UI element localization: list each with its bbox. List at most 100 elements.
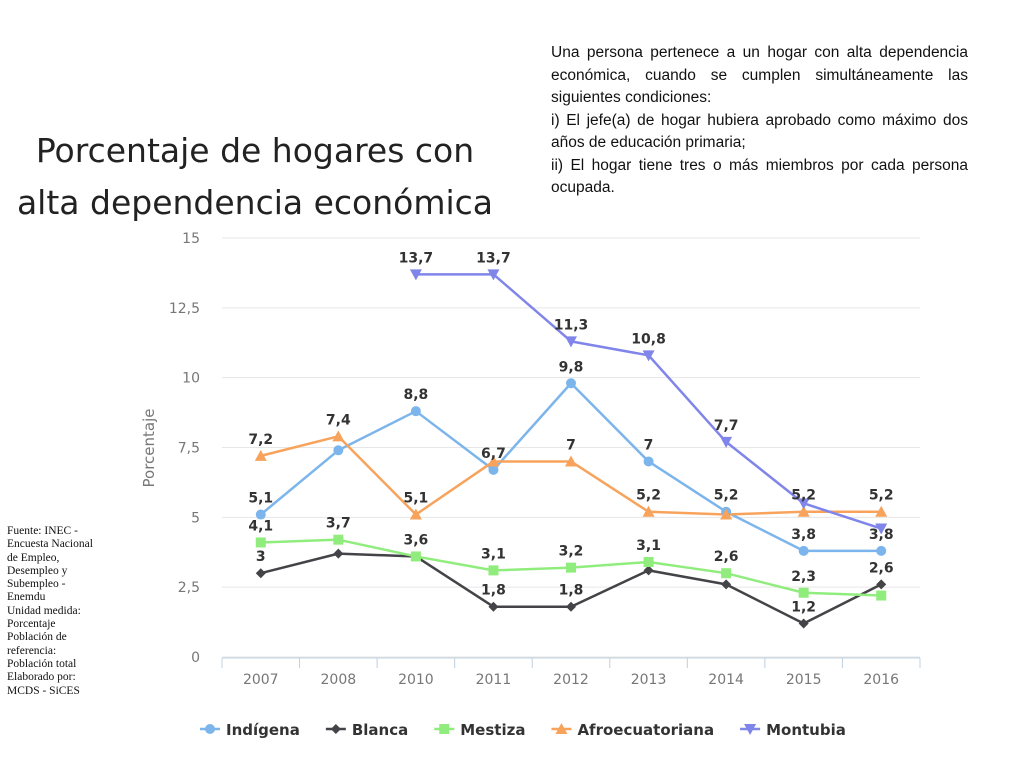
data-point bbox=[798, 545, 809, 556]
source-line: Elaborado por: MCDS - SiCES bbox=[7, 671, 80, 697]
legend-marker bbox=[205, 724, 215, 734]
data-label: 3,7 bbox=[326, 516, 351, 532]
legend-item: Montubia bbox=[766, 721, 846, 739]
data-point bbox=[721, 579, 732, 590]
data-label: 9,8 bbox=[559, 359, 584, 375]
source-line: Unidad medida: Porcentaje bbox=[7, 604, 81, 631]
legend-item: Mestiza bbox=[460, 721, 525, 739]
data-point bbox=[255, 568, 266, 579]
data-point bbox=[797, 505, 810, 517]
data-label: 7 bbox=[644, 437, 654, 453]
data-point bbox=[410, 551, 421, 562]
legend-marker bbox=[330, 724, 341, 734]
data-point bbox=[409, 269, 422, 281]
data-point bbox=[488, 601, 499, 612]
data-label: 7,4 bbox=[326, 412, 351, 428]
data-label: 3 bbox=[256, 549, 266, 565]
y-tick-label: 15 bbox=[182, 231, 200, 247]
data-point bbox=[721, 568, 732, 579]
data-point bbox=[255, 509, 266, 520]
data-label: 7 bbox=[566, 437, 576, 453]
data-point bbox=[798, 618, 809, 629]
y-tick-label: 2,5 bbox=[178, 580, 200, 596]
x-tick-label: 2007 bbox=[243, 672, 279, 688]
series-line bbox=[259, 382, 882, 553]
data-point bbox=[642, 350, 655, 362]
data-label: 5,2 bbox=[791, 488, 816, 504]
data-label: 5,2 bbox=[714, 488, 739, 504]
definition-paragraph: Una persona pertenece a un hogar con alt… bbox=[551, 44, 968, 106]
data-point bbox=[333, 445, 344, 456]
data-point bbox=[643, 557, 654, 568]
data-label: 5,1 bbox=[248, 491, 273, 507]
legend-item: Blanca bbox=[352, 721, 408, 739]
source-line: Fuente: INEC - Encuesta Nacional de Empl… bbox=[7, 525, 93, 604]
data-point bbox=[488, 464, 499, 475]
data-point bbox=[332, 430, 345, 442]
data-point bbox=[409, 508, 422, 520]
data-point bbox=[642, 505, 655, 517]
source-line: Población de referencia: Población total bbox=[7, 631, 77, 670]
x-tick-label: 2015 bbox=[786, 672, 822, 688]
legend-item: Indígena bbox=[226, 721, 300, 739]
data-point bbox=[798, 587, 809, 598]
data-label: 10,8 bbox=[631, 331, 666, 347]
data-point bbox=[643, 456, 654, 467]
data-label: 3,8 bbox=[791, 527, 816, 543]
data-label: 1,2 bbox=[791, 599, 816, 615]
data-point bbox=[876, 545, 887, 556]
definition-paragraph: i) El jefe(a) de hogar hubiera aprobado … bbox=[551, 111, 968, 152]
data-point bbox=[566, 562, 576, 573]
legend-marker bbox=[555, 723, 568, 734]
data-label: 5,2 bbox=[636, 488, 661, 504]
data-point bbox=[720, 508, 733, 520]
data-label: 3,8 bbox=[869, 527, 894, 543]
y-tick-label: 5 bbox=[191, 510, 200, 526]
legend-marker bbox=[439, 724, 450, 734]
page-title: Porcentaje de hogares con alta dependenc… bbox=[10, 125, 500, 229]
data-point bbox=[875, 505, 888, 517]
data-point bbox=[254, 449, 267, 461]
x-tick-label: 2008 bbox=[321, 672, 357, 688]
y-tick-label: 0 bbox=[191, 650, 200, 666]
data-point bbox=[565, 455, 577, 467]
data-point bbox=[487, 455, 500, 467]
data-label: 2,6 bbox=[714, 549, 739, 565]
x-tick-label: 2011 bbox=[476, 672, 512, 688]
data-label: 13,7 bbox=[476, 250, 511, 266]
data-point bbox=[875, 523, 888, 535]
x-tick-label: 2013 bbox=[631, 672, 667, 688]
data-label: 1,8 bbox=[559, 583, 584, 599]
data-label: 3,1 bbox=[481, 546, 506, 562]
data-point bbox=[565, 336, 577, 348]
data-point bbox=[876, 579, 887, 590]
data-label: 5,1 bbox=[403, 491, 428, 507]
x-tick-label: 2012 bbox=[553, 672, 589, 688]
x-tick-label: 2014 bbox=[708, 672, 744, 688]
y-tick-label: 7,5 bbox=[178, 441, 200, 457]
legend-item: Afroecuatoriana bbox=[577, 721, 714, 739]
x-tick-label: 2010 bbox=[398, 672, 434, 688]
data-point bbox=[566, 378, 576, 389]
data-label: 7,2 bbox=[248, 432, 273, 448]
data-label: 11,3 bbox=[554, 317, 589, 333]
data-point bbox=[876, 590, 887, 601]
y-tick-label: 10 bbox=[182, 371, 200, 387]
data-label: 8,8 bbox=[403, 387, 428, 403]
data-label: 6,7 bbox=[481, 446, 506, 462]
x-tick-label: 2016 bbox=[863, 672, 899, 688]
data-point bbox=[333, 534, 344, 545]
data-label: 2,6 bbox=[869, 560, 894, 576]
data-label: 4,1 bbox=[248, 518, 273, 534]
data-label: 3,6 bbox=[403, 532, 428, 548]
data-point bbox=[333, 548, 344, 559]
data-label: 2,3 bbox=[791, 569, 816, 585]
data-label: 7,7 bbox=[714, 418, 739, 434]
data-point bbox=[797, 498, 810, 510]
source-note: Fuente: INEC - Encuesta Nacional de Empl… bbox=[7, 525, 97, 698]
title-line-2: alta dependencia económica bbox=[16, 183, 494, 222]
data-point bbox=[720, 436, 733, 448]
data-label: 5,2 bbox=[869, 488, 894, 504]
title-line-1: Porcentaje de hogares con bbox=[35, 131, 475, 170]
